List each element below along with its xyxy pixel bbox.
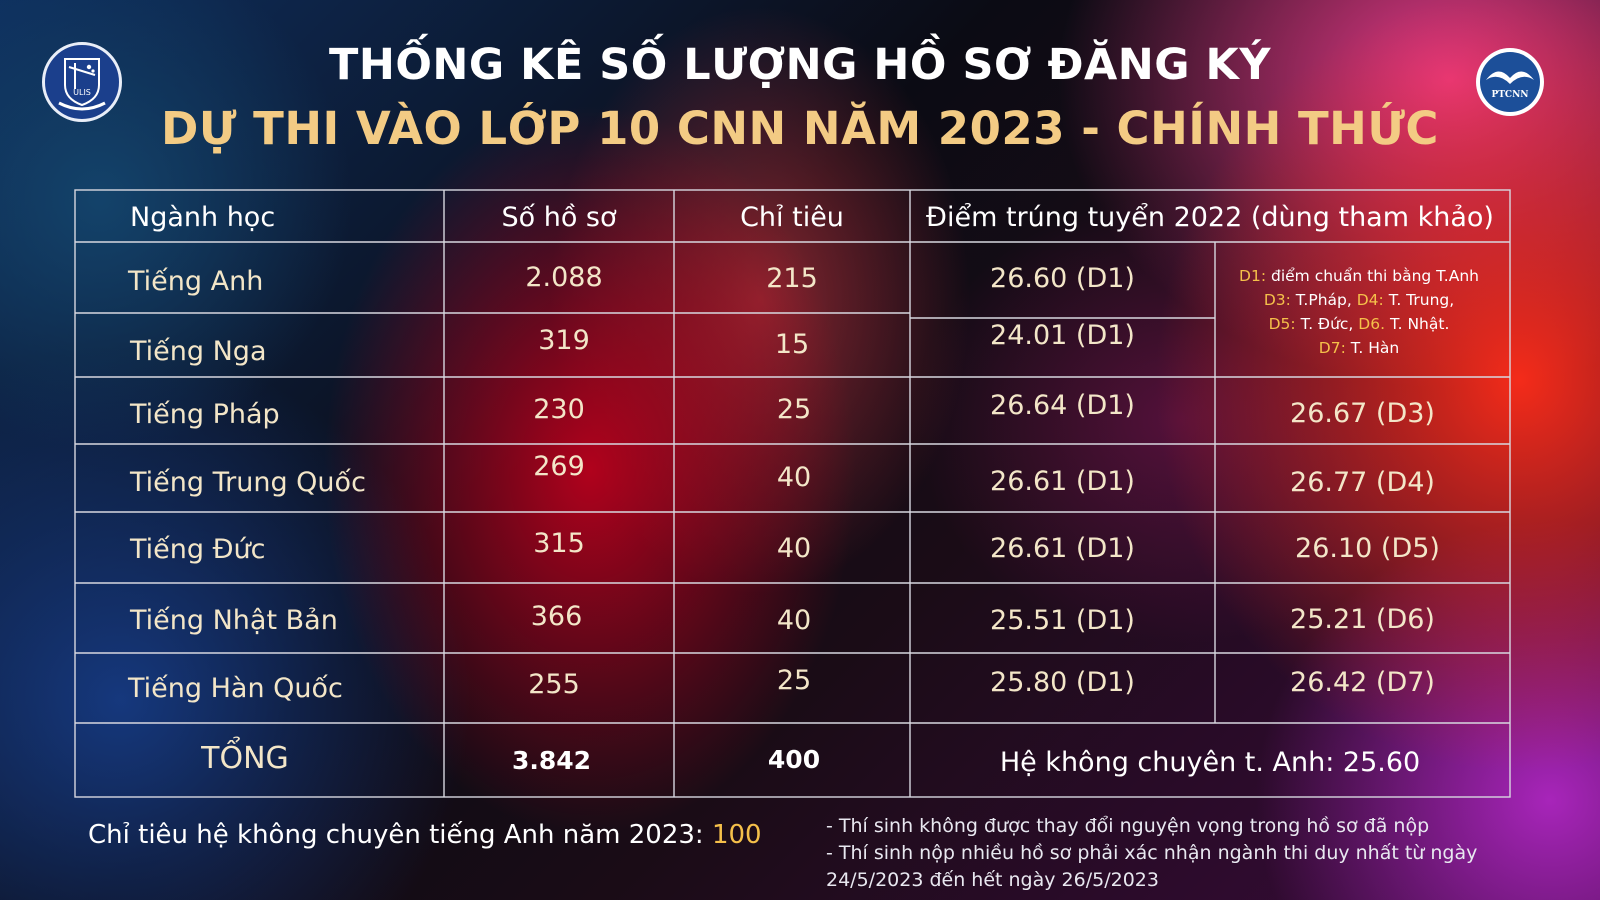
score-other-cell: 26.10 (D5) <box>1295 533 1440 564</box>
major-cell: Tiếng Trung Quốc <box>130 467 366 498</box>
column-header-major: Ngành học <box>130 202 276 233</box>
svg-text:ULIS: ULIS <box>73 88 91 97</box>
score-d1-cell: 24.01 (D1) <box>990 320 1135 351</box>
major-cell: Tiếng Pháp <box>130 399 280 430</box>
score-code-legend: D1: điểm chuẩn thi bằng T.Anh D3: T.Pháp… <box>1239 267 1479 357</box>
page-subtitle: DỰ THI VÀO LỚP 10 CNN NĂM 2023 - CHÍNH T… <box>161 102 1439 155</box>
total-label: TỔNG <box>201 741 289 776</box>
score-d1-cell: 26.61 (D1) <box>990 533 1135 564</box>
score-other-cell: 26.77 (D4) <box>1290 467 1435 498</box>
major-cell: Tiếng Đức <box>130 534 266 565</box>
ptcnn-bird-icon: PTCNN <box>1480 52 1540 112</box>
quota-cell: 215 <box>766 263 818 294</box>
score-other-cell: 26.42 (D7) <box>1290 667 1435 698</box>
quota-cell: 40 <box>776 533 812 564</box>
quota-cell: 40 <box>776 605 812 636</box>
quota-cell: 25 <box>776 665 812 696</box>
ulis-shield-icon: ULIS <box>58 58 106 111</box>
major-cell: Tiếng Nhật Bản <box>130 605 338 636</box>
svg-text:PTCNN: PTCNN <box>1491 90 1528 100</box>
application-rules-note: - Thí sinh không được thay đổi nguyện vọ… <box>826 815 1478 891</box>
major-cell: Tiếng Nga <box>130 336 267 367</box>
score-d1-cell: 26.61 (D1) <box>990 466 1135 497</box>
quota-cell: 40 <box>776 462 812 493</box>
applications-cell: 255 <box>528 669 580 700</box>
score-d1-cell: 26.60 (D1) <box>990 263 1135 294</box>
applications-cell: 315 <box>533 528 585 559</box>
score-other-cell: 25.21 (D6) <box>1290 604 1435 635</box>
ulis-logo: ULIS <box>42 42 122 122</box>
non-specialized-english-score: Hệ không chuyên t. Anh: 25.60 <box>999 747 1421 778</box>
score-d1-cell: 25.80 (D1) <box>990 667 1135 698</box>
score-d1-cell: 25.51 (D1) <box>990 605 1135 636</box>
non-specialized-quota-note: Chỉ tiêu hệ không chuyên tiếng Anh năm 2… <box>88 820 762 850</box>
applications-cell: 230 <box>533 394 585 425</box>
score-other-cell: 26.67 (D3) <box>1290 398 1435 429</box>
applications-cell: 319 <box>538 325 590 356</box>
total-quota: 400 <box>767 745 821 774</box>
applications-cell: 269 <box>533 451 585 482</box>
applications-cell: 2.088 <box>525 262 603 293</box>
column-header-score-2022: Điểm trúng tuyển 2022 (dùng tham khảo) <box>926 202 1494 233</box>
page-title: THỐNG KÊ SỐ LƯỢNG HỒ SƠ ĐĂNG KÝ <box>329 40 1271 90</box>
quota-cell: 15 <box>774 329 810 360</box>
quota-cell: 25 <box>776 394 812 425</box>
column-header-quota: Chỉ tiêu <box>740 202 844 233</box>
ptcnn-logo: PTCNN <box>1476 48 1544 116</box>
applications-cell: 366 <box>530 601 583 632</box>
major-cell: Tiếng Anh <box>128 266 264 297</box>
total-applications: 3.842 <box>511 746 592 775</box>
column-header-applications: Số hồ sơ <box>501 202 617 233</box>
score-d1-cell: 26.64 (D1) <box>990 390 1135 421</box>
major-cell: Tiếng Hàn Quốc <box>128 673 343 704</box>
